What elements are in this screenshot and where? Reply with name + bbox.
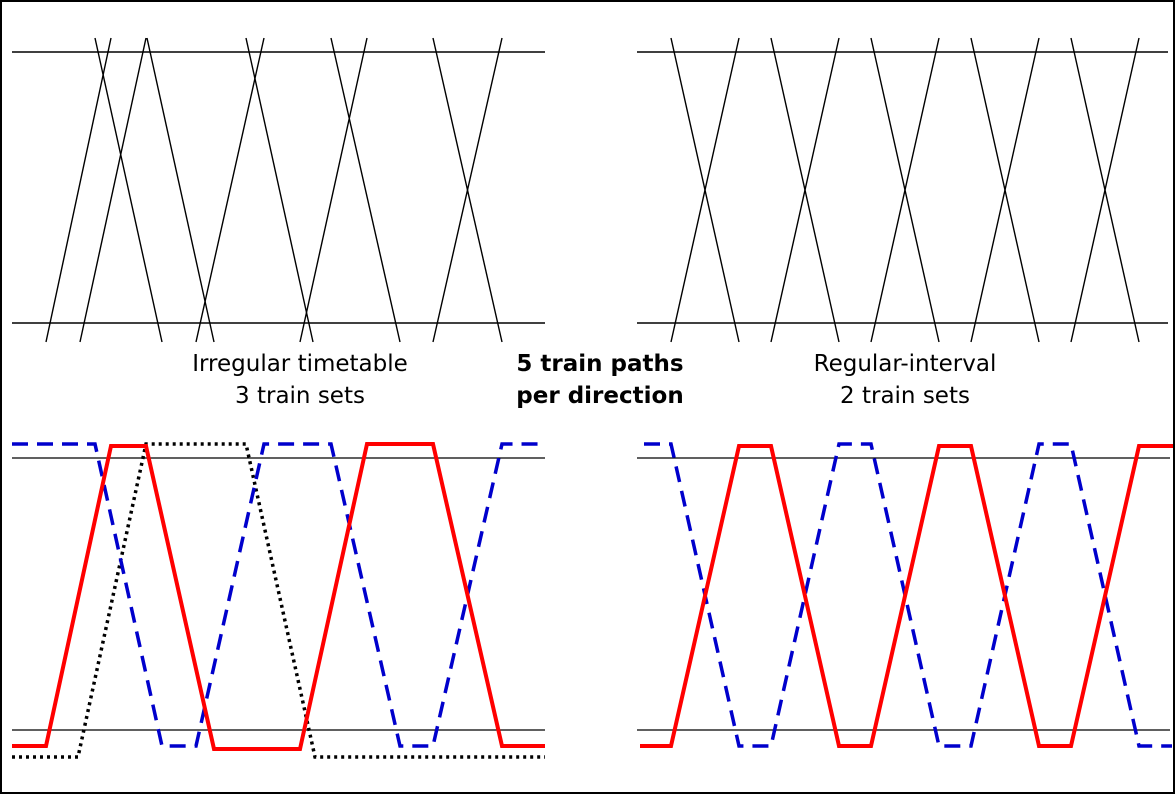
train-set-black-dotted: [12, 442, 545, 759]
train-path: [870, 37, 940, 343]
train-path: [245, 37, 314, 343]
train-path: [45, 37, 112, 343]
irregular-label: Irregular timetable 3 train sets: [150, 348, 450, 412]
center-line1: 5 train paths: [516, 351, 684, 377]
regular-sets: 2 train sets: [840, 383, 970, 409]
regular-label: Regular-interval 2 train sets: [755, 348, 1055, 412]
irregular-title: Irregular timetable: [192, 351, 408, 377]
center-line2: per direction: [516, 383, 684, 409]
train-path: [94, 37, 163, 343]
irregular-sets: 3 train sets: [235, 383, 365, 409]
train-path: [970, 37, 1040, 343]
center-label: 5 train paths per direction: [470, 348, 730, 412]
train-set-red-solid: [12, 442, 545, 751]
train-path: [146, 37, 215, 343]
train-path: [770, 37, 840, 343]
regular-title: Regular-interval: [813, 351, 997, 377]
train-set-red-solid: [640, 444, 1173, 748]
train-path: [299, 37, 368, 343]
train-path: [195, 37, 265, 343]
train-set-blue-dashed: [12, 442, 545, 748]
regular-train-paths: [637, 37, 1168, 343]
train-path: [670, 37, 740, 343]
train-path: [79, 37, 147, 343]
irregular-train-paths: [12, 37, 545, 343]
train-path: [1070, 37, 1140, 343]
train-path: [432, 37, 503, 343]
train-path: [330, 37, 401, 343]
train-set-blue-dashed: [644, 442, 1172, 748]
irregular-rotations: [12, 442, 545, 759]
regular-rotations: [637, 442, 1173, 748]
